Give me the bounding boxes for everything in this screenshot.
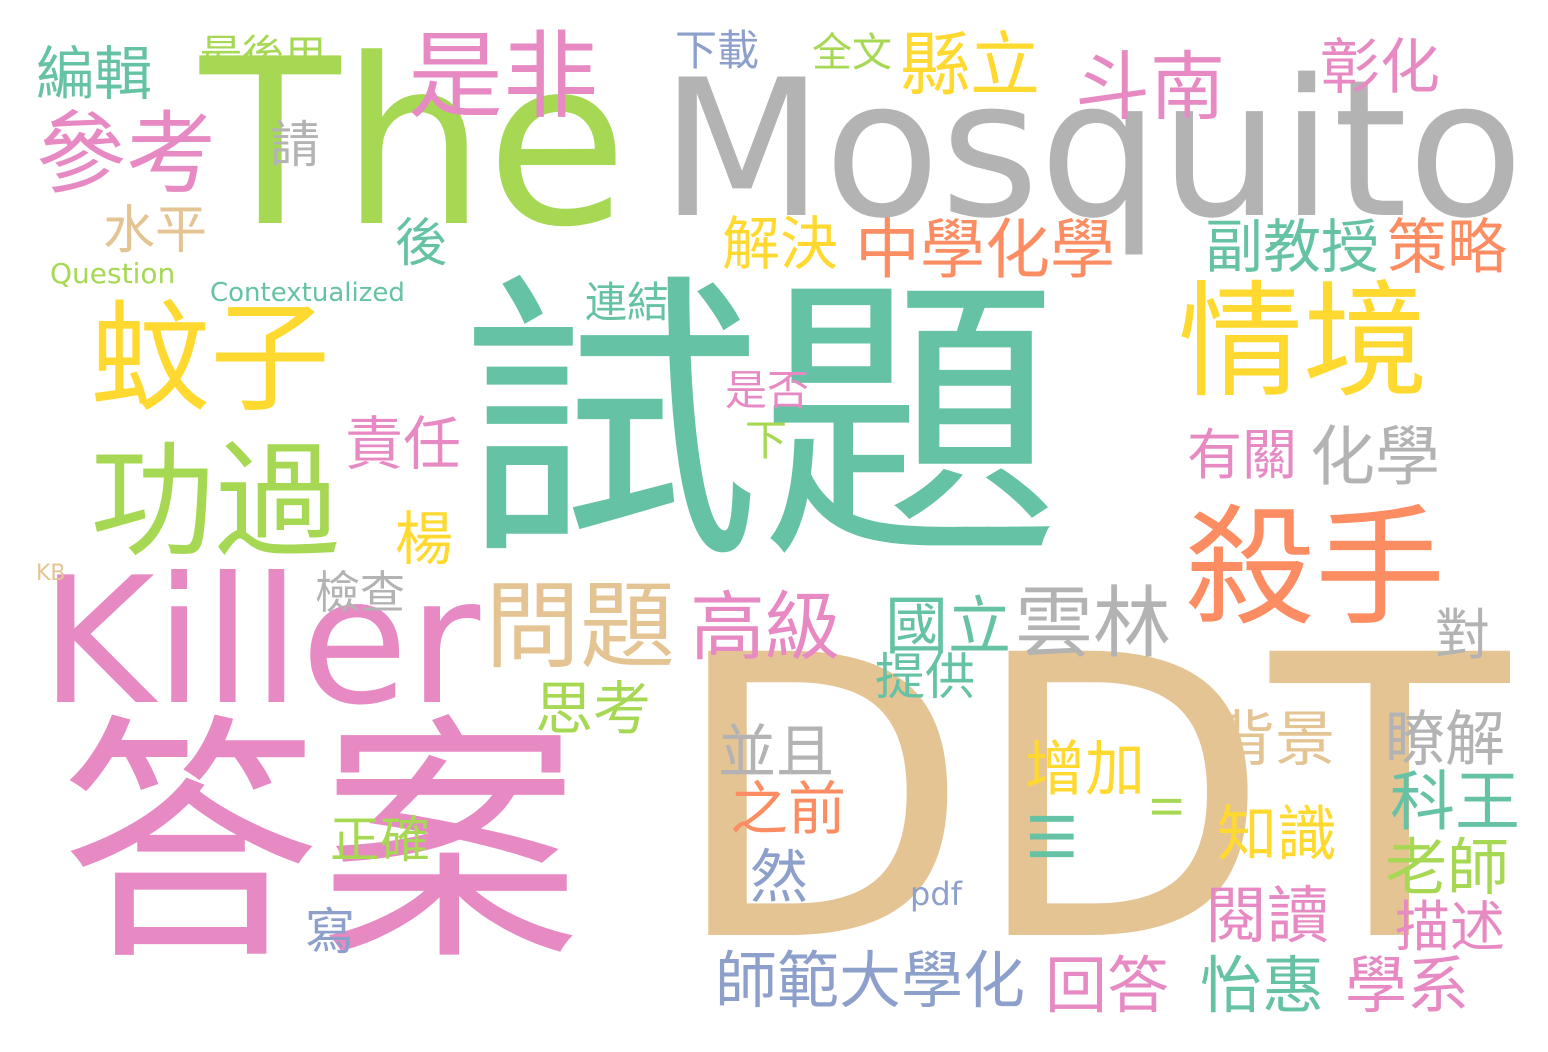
- word-iii: III: [1015, 810, 1085, 864]
- word-shifandaxuehua: 師範大學化: [715, 944, 1026, 1017]
- word-mosquito: Mosquito: [660, 39, 1524, 260]
- word-xia: 下: [745, 416, 788, 465]
- word-ii: II: [1142, 795, 1188, 819]
- word-question: Question: [50, 257, 176, 290]
- word-hou: 後: [395, 214, 448, 274]
- word-yuedu: 閱讀: [1205, 879, 1330, 952]
- word-kb: KB: [36, 561, 66, 586]
- word-dui: 對: [1435, 603, 1491, 667]
- word-sikao: 思考: [535, 675, 652, 743]
- word-yang: 楊: [395, 505, 454, 573]
- word-zuihouyong: 最後用: [200, 31, 327, 80]
- word-zeren: 責任: [345, 410, 462, 478]
- word-xianli: 縣立: [900, 24, 1040, 106]
- word-liaojie: 瞭解: [1385, 705, 1505, 775]
- word-contextualized: Contextualized: [210, 278, 405, 308]
- word-zengjia: 增加: [1025, 735, 1145, 805]
- word-qingjing: 情境: [1178, 270, 1428, 415]
- word-gaoji: 高級: [690, 583, 841, 671]
- word-yihui: 怡惠: [1200, 949, 1325, 1022]
- word-daan: 答案: [60, 694, 580, 996]
- word-zhengque: 正確: [330, 811, 430, 869]
- word-huida: 回答: [1045, 949, 1170, 1022]
- word-quanwen: 全文: [812, 30, 892, 76]
- word-fujiaoshou: 副教授: [1205, 213, 1380, 281]
- word-shashou: 殺手: [1185, 492, 1446, 644]
- word-xuexi: 學系: [1345, 949, 1470, 1022]
- word-ddt: DDT: [670, 573, 1509, 1027]
- word-youguan: 有關: [1187, 423, 1298, 487]
- word-zhanghua: 彰化: [1320, 33, 1440, 103]
- word-jiancha: 檢查: [315, 566, 406, 619]
- word-wenzi: 蚊子: [90, 290, 330, 429]
- word-cankao: 參考: [36, 102, 216, 207]
- word-huaxue: 化學: [1310, 420, 1441, 495]
- word-zhongxuehuaxue: 中學化學: [855, 213, 1116, 288]
- word-bingqie: 並且: [718, 718, 835, 786]
- word-pdf: pdf: [910, 875, 962, 913]
- word-xie: 寫: [305, 903, 355, 961]
- word-wenti: 問題: [485, 572, 676, 682]
- word-yunlin: 雲林: [1015, 579, 1172, 669]
- word-shuiping: 水平: [103, 201, 208, 261]
- word-tigong: 提供: [875, 648, 975, 706]
- word-gongguo: 功過: [90, 430, 340, 575]
- word-miaoshu: 描述: [1395, 895, 1506, 959]
- word-laoshi: 老師: [1385, 831, 1510, 904]
- word-lianjie: 連結: [585, 278, 670, 327]
- word-shifei: 是非: [408, 22, 599, 132]
- word-dounan: 斗南: [1075, 43, 1226, 131]
- word-shifou: 是否: [725, 366, 810, 415]
- word-xiazai: 下載: [675, 26, 760, 75]
- word-bianji: 編輯: [36, 40, 153, 108]
- word-jiejue: 解決: [722, 210, 839, 278]
- word-shiti: 試題: [460, 250, 1060, 599]
- word-zhiqian: 之前: [730, 775, 847, 843]
- word-celue: 策略: [1387, 213, 1507, 283]
- word-beijing: 背景: [1215, 705, 1335, 775]
- word-zhishi: 知識: [1217, 800, 1337, 870]
- word-ran: 然: [750, 843, 809, 911]
- word-the: The: [200, 11, 628, 278]
- word-guoli: 國立: [885, 590, 1011, 663]
- word-qing: 請: [270, 116, 320, 174]
- word-killer: Killer: [40, 541, 481, 744]
- word-kewang: 科王: [1390, 765, 1521, 840]
